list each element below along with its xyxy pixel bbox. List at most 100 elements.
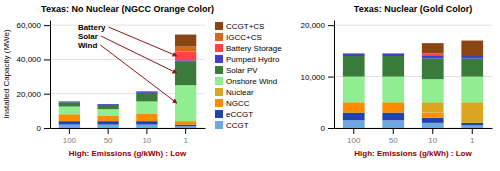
y-tick-mark [44,59,50,60]
bar-segment [175,61,196,85]
y-tick: 60,000 [17,21,50,30]
x-tick-label: 50 [389,136,398,145]
bar-segment [175,126,196,128]
bar-segment [136,93,157,102]
bar-segment [97,121,118,124]
bar-series [59,121,197,126]
bar-segment [422,123,444,128]
x-tick: 10 [142,128,151,145]
bar-series [422,41,483,56]
y-tick-label: 40,000 [17,55,42,64]
legend-label: NGCC [226,99,250,108]
grid-line [334,25,492,26]
axis-line [335,128,493,129]
bar-segment [382,56,404,77]
x-tick: 50 [104,128,113,145]
bar-segment [136,91,157,92]
bar-segment [422,118,444,123]
bar-segment [382,53,404,54]
y-tick-mark [328,128,334,129]
legend-label: CCGT+CS [226,22,264,31]
bar-series [175,35,196,47]
chart-root: 020,00040,00060,00010050101Texas: No Nuc… [0,0,500,171]
bar-segment [136,92,157,94]
legend-item: Pumped Hydro [215,55,280,64]
x-tick-label: 10 [428,136,437,145]
bar-segment [461,41,483,56]
bar-segment [136,91,157,93]
legend-item: IGCC+CS [215,33,262,42]
bar-segment [97,104,118,105]
y-tick-mark [328,77,334,78]
x-tick-mark [185,128,186,134]
bar-segment [461,59,483,77]
bar-segment [343,56,365,77]
bar-segment [343,102,365,112]
bar-segment [422,53,444,56]
legend-swatch [215,66,223,74]
x-tick-label: 1 [470,136,475,145]
y-tick-mark [44,94,50,95]
bar-segment [461,77,483,103]
panel: 010,00020,00010050101Texas: Nuclear (Gol… [301,4,493,158]
legend-label: Onshore Wind [226,77,277,86]
bar-segment [422,59,444,80]
bar-segment [422,113,444,118]
bar-segment [97,125,118,128]
bar-segment [136,91,157,92]
bar-segment [461,102,483,123]
bar-segment [175,47,196,52]
x-axis-title: High: Emissions (g/kWh) : Low [69,149,187,158]
bar-segment [343,53,365,54]
bar-segment [59,121,80,124]
legend-swatch [215,22,223,30]
annotation-line: Wind [78,41,98,50]
grid-line [50,25,205,26]
bar-segment [461,56,483,59]
bar-segment [343,53,365,54]
legend-swatch [215,88,223,96]
y-tick: 40,000 [17,55,50,64]
bars [59,35,197,128]
y-tick-mark [44,128,50,129]
bar-segment [343,53,365,56]
bar-segment [461,125,483,128]
legend-label: eCCGT [226,110,253,119]
x-tick-label: 50 [104,136,113,145]
bar-segment [461,123,483,126]
x-axis: 10050101 [335,128,493,145]
legend-label: Solar PV [226,66,258,75]
x-tick-mark [393,128,394,134]
axis-line [50,21,51,129]
bar-segment [382,113,404,121]
x-tick-mark [146,128,147,134]
x-tick-mark [432,128,433,134]
y-axis: 010,00020,000 [301,21,335,134]
bar-segment [97,104,118,105]
bar-series [59,85,197,121]
x-axis-title: High: Emissions (g/kWh) : Low [354,149,472,158]
annotation-line: Solar [78,32,98,41]
y-tick-label: 0 [321,124,326,133]
bar-segment [59,101,80,103]
axis-line [51,128,206,129]
bar-segment [59,101,80,102]
bar-segment [175,85,196,121]
legend-label: Battery Storage [226,44,282,53]
legend-label: CCGT [226,121,249,130]
legend-item: Nuclear [215,88,254,97]
legend-label: IGCC+CS [226,33,262,42]
legend-item: Solar PV [215,66,258,75]
x-tick: 10 [428,128,437,145]
y-tick-mark [328,25,334,26]
legend-swatch [215,55,223,63]
legend-item: NGCC [215,99,250,108]
panel: 020,00040,00060,00010050101Texas: No Nuc… [17,4,214,158]
bar-segment [175,125,196,127]
bar-series [59,60,197,105]
grid [334,25,492,128]
y-tick: 20,000 [17,90,50,99]
bar-series [59,125,197,128]
bar-series [343,56,483,79]
title: Texas: No Nuclear (NGCC Orange Color) [41,4,214,14]
